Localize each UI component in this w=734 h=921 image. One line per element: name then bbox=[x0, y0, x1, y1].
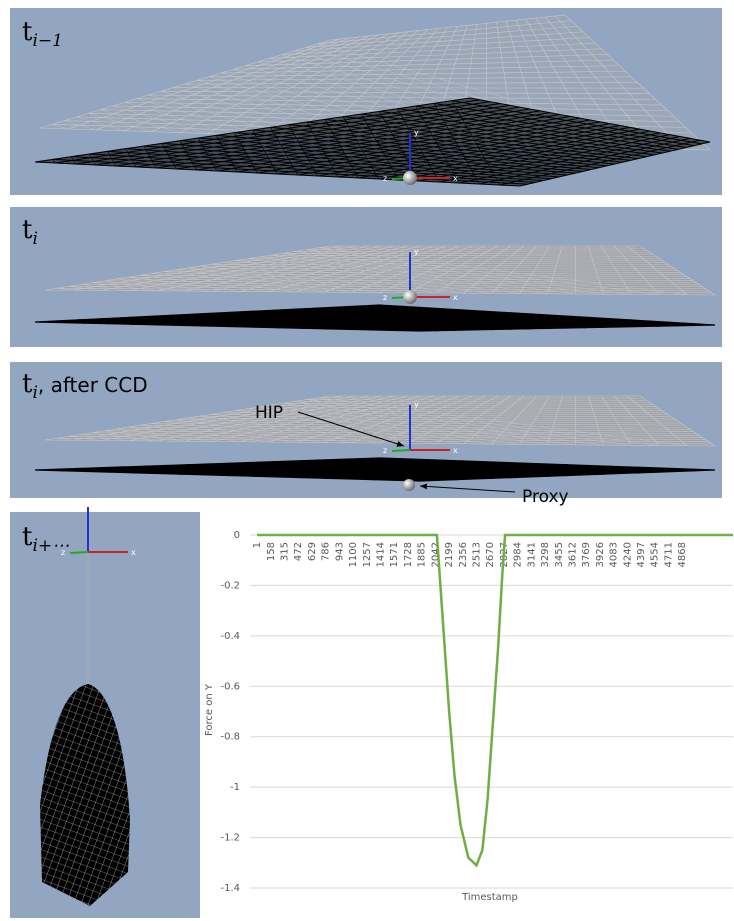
x-tick-label: 3455 bbox=[554, 542, 565, 567]
y-tick-label: -1.4 bbox=[220, 883, 240, 894]
proxy-sphere bbox=[403, 479, 415, 491]
sphere bbox=[403, 290, 417, 304]
axis-z bbox=[392, 450, 410, 451]
x-tick-label: 2670 bbox=[485, 542, 496, 567]
y-axis-label: Force on Y bbox=[204, 683, 215, 736]
x-tick-label: 4240 bbox=[622, 542, 633, 567]
x-tick-label: 4397 bbox=[636, 542, 647, 567]
axis-glyph: z bbox=[383, 174, 387, 183]
x-tick-label: 1571 bbox=[389, 542, 400, 567]
x-tick-label: 1414 bbox=[375, 542, 386, 567]
x-axis-label: Timestamp bbox=[461, 892, 518, 903]
x-tick-label: 2984 bbox=[513, 542, 524, 567]
y-tick-label: -0.8 bbox=[220, 732, 240, 743]
x-tick-label: 3298 bbox=[540, 542, 551, 567]
x-tick-label: 4554 bbox=[650, 542, 661, 567]
x-tick-label: 786 bbox=[321, 542, 332, 561]
axis-z bbox=[70, 552, 88, 553]
axis-glyph: x bbox=[453, 446, 458, 455]
annotation: Proxy bbox=[522, 487, 569, 507]
y-tick-label: -0.2 bbox=[220, 580, 240, 591]
x-tick-label: 472 bbox=[293, 542, 304, 561]
annotation: HIP bbox=[255, 403, 283, 423]
axis-glyph: y bbox=[414, 128, 419, 137]
axis-glyph: y bbox=[92, 502, 97, 511]
x-tick-label: 3141 bbox=[526, 542, 537, 567]
axis-glyph: x bbox=[453, 174, 458, 183]
x-tick-label: 1885 bbox=[417, 542, 428, 567]
x-tick-label: 629 bbox=[307, 542, 318, 561]
figure: ti−1 ti ti, after CCD ti+⋯ HIP Proxy For… bbox=[0, 0, 734, 921]
y-tick-label: -0.4 bbox=[220, 631, 240, 642]
axis-glyph: z bbox=[383, 293, 387, 302]
x-tick-label: 2199 bbox=[444, 542, 455, 567]
x-tick-label: 3612 bbox=[567, 542, 578, 567]
axis-glyph: x bbox=[131, 548, 136, 557]
x-tick-label: 1100 bbox=[348, 542, 359, 567]
x-tick-label: 3926 bbox=[595, 542, 606, 567]
x-tick-label: 1728 bbox=[403, 542, 414, 567]
x-tick-label: 4868 bbox=[677, 542, 688, 567]
axis-glyph: y bbox=[414, 400, 419, 409]
x-tick-label: 2356 bbox=[458, 542, 469, 567]
x-tick-label: 315 bbox=[280, 542, 291, 561]
axis-glyph: x bbox=[453, 293, 458, 302]
chart-area bbox=[200, 512, 734, 921]
x-tick-label: 1257 bbox=[362, 542, 373, 567]
y-tick-label: -1.2 bbox=[220, 833, 240, 844]
y-tick-label: -0.6 bbox=[220, 681, 240, 692]
x-tick-label: 4711 bbox=[663, 542, 674, 567]
x-tick-label: 1 bbox=[252, 542, 263, 548]
x-tick-label: 3769 bbox=[581, 542, 592, 567]
y-tick-label: -1 bbox=[230, 782, 240, 793]
axis-glyph: z bbox=[61, 548, 65, 557]
axis-glyph: y bbox=[414, 247, 419, 256]
x-tick-label: 943 bbox=[334, 542, 345, 561]
axis-glyph: z bbox=[383, 446, 387, 455]
x-tick-label: 2513 bbox=[471, 542, 482, 567]
x-tick-label: 4083 bbox=[609, 542, 620, 567]
y-tick-label: 0 bbox=[234, 530, 240, 541]
x-tick-label: 158 bbox=[266, 542, 277, 561]
sphere bbox=[403, 171, 417, 185]
